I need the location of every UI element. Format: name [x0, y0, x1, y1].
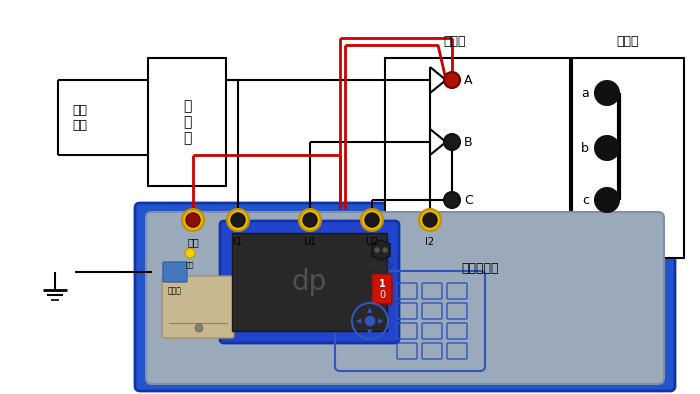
- Polygon shape: [372, 240, 390, 260]
- Circle shape: [595, 81, 619, 105]
- Text: a: a: [581, 87, 589, 100]
- Text: 调
压
器: 调 压 器: [183, 99, 191, 145]
- Text: U1: U1: [303, 237, 316, 247]
- Text: 短接侧: 短接侧: [617, 35, 639, 48]
- Text: I2: I2: [426, 237, 435, 247]
- Text: AC220V: AC220V: [368, 263, 395, 269]
- Text: dp: dp: [388, 331, 412, 349]
- Text: 通信口: 通信口: [168, 286, 182, 296]
- Text: dp: dp: [218, 301, 242, 320]
- Circle shape: [419, 209, 441, 231]
- Text: 输入: 输入: [187, 237, 199, 247]
- Text: ◀: ◀: [356, 318, 362, 324]
- FancyBboxPatch shape: [220, 221, 399, 343]
- Text: 接地: 接地: [186, 262, 195, 268]
- FancyBboxPatch shape: [372, 274, 392, 304]
- Circle shape: [595, 188, 619, 212]
- Text: 加压侧: 加压侧: [444, 35, 466, 48]
- FancyBboxPatch shape: [232, 233, 387, 331]
- FancyBboxPatch shape: [135, 203, 675, 391]
- Circle shape: [444, 134, 460, 150]
- Circle shape: [231, 213, 245, 227]
- Text: 单相
电源: 单相 电源: [73, 104, 88, 132]
- Circle shape: [444, 72, 460, 88]
- Text: c: c: [582, 193, 589, 206]
- Text: b: b: [581, 141, 589, 154]
- Text: U2: U2: [365, 237, 379, 247]
- Circle shape: [299, 209, 321, 231]
- Circle shape: [444, 192, 460, 208]
- Circle shape: [195, 324, 203, 332]
- FancyBboxPatch shape: [162, 276, 234, 338]
- Text: ▲: ▲: [368, 307, 372, 313]
- Text: B: B: [464, 136, 473, 149]
- Text: I1: I1: [234, 237, 242, 247]
- FancyBboxPatch shape: [572, 58, 684, 258]
- Circle shape: [361, 209, 383, 231]
- Circle shape: [303, 213, 317, 227]
- Circle shape: [423, 213, 437, 227]
- Text: dp: dp: [307, 351, 332, 370]
- FancyBboxPatch shape: [385, 58, 570, 258]
- Circle shape: [182, 209, 204, 231]
- Circle shape: [374, 247, 379, 253]
- Circle shape: [186, 213, 200, 227]
- Circle shape: [365, 213, 379, 227]
- Text: dp: dp: [291, 268, 327, 296]
- FancyBboxPatch shape: [148, 58, 226, 186]
- Text: A: A: [464, 74, 473, 87]
- Circle shape: [227, 209, 249, 231]
- Text: ▼: ▼: [368, 329, 372, 335]
- Circle shape: [365, 316, 375, 326]
- FancyBboxPatch shape: [163, 262, 187, 282]
- Circle shape: [185, 248, 195, 258]
- Text: ▶: ▶: [378, 318, 384, 324]
- Text: C: C: [464, 193, 473, 206]
- Text: 被试变压器: 被试变压器: [461, 262, 498, 275]
- FancyBboxPatch shape: [146, 212, 664, 384]
- Text: 1: 1: [379, 279, 386, 289]
- Text: 0: 0: [379, 290, 385, 300]
- Text: dp: dp: [538, 310, 562, 329]
- Circle shape: [595, 136, 619, 160]
- Circle shape: [382, 247, 388, 253]
